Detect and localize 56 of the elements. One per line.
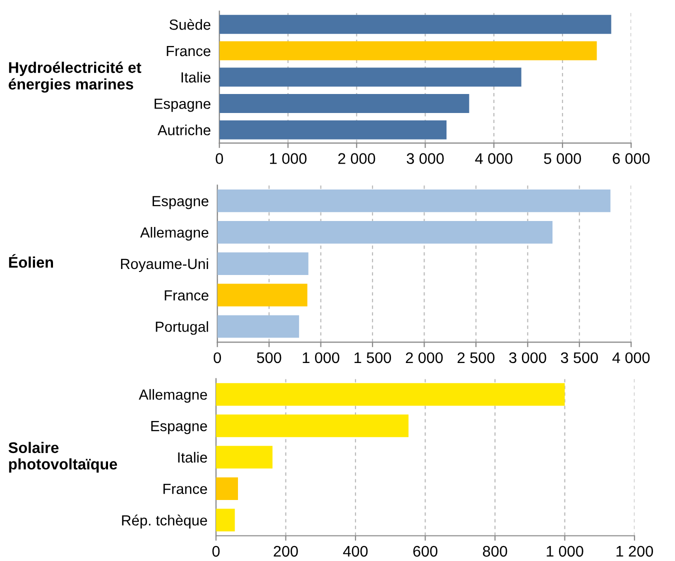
bar xyxy=(217,220,553,244)
x-tick-label: 1 000 xyxy=(546,546,584,557)
y-tick-label: Rép. tchèque xyxy=(122,514,208,528)
bar xyxy=(217,315,300,338)
y-tick-label: Italie xyxy=(178,452,208,463)
x-tick-label: 0 xyxy=(214,352,221,364)
bar xyxy=(217,284,308,306)
y-tick-label: Allemagne xyxy=(138,389,208,403)
bar xyxy=(216,446,272,469)
y-axis-title: Éolien xyxy=(9,254,53,268)
y-tick-label: France xyxy=(166,46,210,56)
y-tick-label: France xyxy=(164,290,208,301)
y-tick-label: Allemagne xyxy=(140,226,208,241)
bar xyxy=(216,477,238,500)
y-tick-label: Italie xyxy=(182,72,210,83)
bar xyxy=(216,508,235,532)
bar xyxy=(217,252,308,275)
x-tick-label: 1 000 xyxy=(270,153,307,164)
x-tick-label: 2 500 xyxy=(458,352,494,364)
x-tick-label: 0 xyxy=(212,546,220,557)
bar xyxy=(217,190,610,212)
y-axis-title: Solaire photovoltaïque xyxy=(8,442,118,473)
x-tick-label: 1 200 xyxy=(616,546,654,557)
y-tick-label: Espagne xyxy=(151,421,208,434)
y-tick-label: Portugal xyxy=(156,321,208,335)
bar xyxy=(219,94,470,113)
bar xyxy=(216,383,565,406)
bar xyxy=(219,120,447,140)
y-tick-label: Espagne xyxy=(154,98,210,112)
x-tick-label: 600 xyxy=(413,546,438,557)
x-tick-label: 3 000 xyxy=(406,153,444,164)
x-tick-label: 800 xyxy=(482,546,508,557)
y-tick-label: France xyxy=(163,484,208,494)
bar xyxy=(219,68,522,87)
bar xyxy=(219,41,597,60)
x-tick-label: 400 xyxy=(343,546,368,557)
x-tick-label: 500 xyxy=(256,352,282,364)
x-tick-label: 5 000 xyxy=(544,153,582,164)
x-tick-label: 1 500 xyxy=(354,352,392,364)
y-axis-title: Hydroélectricité et énergies marines xyxy=(8,62,142,93)
y-tick-label: Autriche xyxy=(158,124,210,136)
y-tick-label: Espagne xyxy=(152,196,208,210)
bar xyxy=(219,14,612,34)
x-tick-label: 200 xyxy=(274,546,298,557)
bar xyxy=(216,414,409,438)
x-tick-label: 0 xyxy=(216,153,224,164)
y-tick-label: Suède xyxy=(170,18,210,30)
x-tick-label: 2 000 xyxy=(406,352,443,364)
x-tick-label: 6 000 xyxy=(612,153,650,164)
x-tick-label: 4 000 xyxy=(475,153,512,164)
x-tick-label: 3 500 xyxy=(560,352,598,364)
y-tick-label: Royaume-Uni xyxy=(121,258,208,272)
x-tick-label: 2 000 xyxy=(338,153,376,164)
x-tick-label: 4 000 xyxy=(612,352,650,364)
x-tick-label: 1 000 xyxy=(302,352,340,364)
x-tick-label: 3 000 xyxy=(509,352,546,364)
